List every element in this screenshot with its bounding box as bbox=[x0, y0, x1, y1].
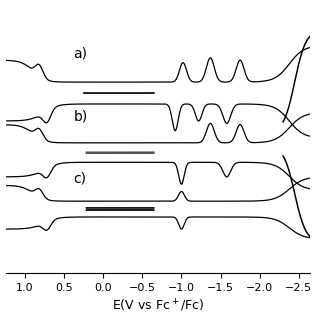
Text: a): a) bbox=[74, 47, 88, 61]
Text: c): c) bbox=[74, 172, 87, 186]
Text: b): b) bbox=[74, 110, 88, 124]
X-axis label: E(V vs Fc$^+$/Fc): E(V vs Fc$^+$/Fc) bbox=[112, 298, 204, 315]
